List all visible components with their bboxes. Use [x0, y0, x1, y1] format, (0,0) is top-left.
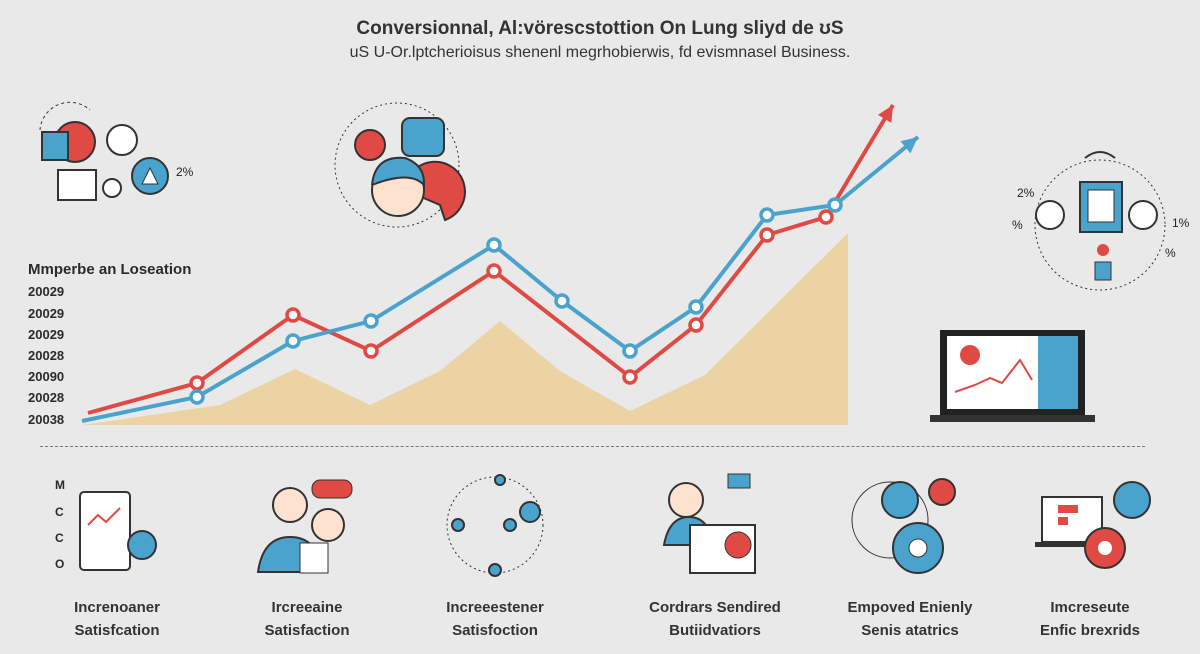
y-tick: 20029 [28, 327, 65, 342]
data-point [363, 343, 379, 359]
data-point [554, 293, 570, 309]
subtitle: uS U-Or.lptcherioisus shenenl megrhobier… [349, 44, 851, 61]
report-magnifier-icon [79, 491, 157, 571]
support-person-icon [334, 102, 466, 228]
benefit-label: Empoved Enienly Senis atatrics [847, 599, 973, 639]
laptop-gear-icon [1035, 481, 1151, 569]
conversation-device-icon [1034, 151, 1166, 291]
y-axis-label: Mmperbe an Loseation [28, 261, 192, 278]
y-tick: 20028 [28, 390, 65, 405]
icon-letter: C [55, 505, 64, 519]
benefit-label: Cordrars Sendired Butiidvatiors [649, 599, 781, 639]
percent-label: % [1165, 246, 1176, 260]
data-point [486, 237, 502, 253]
y-tick: 20029 [28, 306, 65, 321]
laptop-analytics-icon [930, 330, 1095, 422]
area-series [82, 233, 848, 425]
data-point [818, 209, 834, 225]
benefit-label: Increnoaner Satisfcation [74, 599, 160, 639]
y-tick: 20028 [28, 348, 65, 363]
title: Conversionnal, Al:vöresc​stottion On Lun… [356, 18, 844, 39]
data-point [285, 307, 301, 323]
data-point [759, 207, 775, 223]
data-point [285, 333, 301, 349]
benefit-label: Imcreseute Enfic brexrids [1039, 599, 1141, 639]
y-tick: 20029 [28, 284, 65, 299]
data-point [622, 343, 638, 359]
benefit-label: Ircreeaine Satisfaction [264, 599, 350, 639]
data-point [189, 389, 205, 405]
line-series-0 [87, 103, 895, 415]
data-point [759, 227, 775, 243]
data-point [827, 197, 843, 213]
data-point [688, 317, 704, 333]
icon-letter: M [55, 478, 65, 492]
icon-letter: O [55, 557, 65, 571]
benefit-label: Increeestener Satisfoction [446, 599, 544, 639]
data-point [688, 299, 704, 315]
icon-letter: C [55, 531, 64, 545]
gear-chat-icon [851, 478, 956, 574]
data-point [189, 375, 205, 391]
chat-bubbles-icon [39, 101, 169, 201]
person-document-icon [662, 473, 756, 574]
data-point [363, 313, 379, 329]
network-nodes-icon [446, 474, 544, 577]
percent-label: 1% [1172, 216, 1190, 230]
divider [40, 446, 1145, 447]
arrowhead-icon [900, 137, 918, 154]
data-point [486, 263, 502, 279]
two-people-chat-icon [256, 479, 353, 574]
percent-label: % [1012, 218, 1023, 232]
percent-label: 2% [1017, 186, 1035, 200]
y-tick: 20090 [28, 369, 65, 384]
percent-label: 2% [176, 165, 194, 179]
data-point [622, 369, 638, 385]
y-tick: 20038 [28, 412, 65, 427]
arrowhead-icon [877, 105, 893, 123]
